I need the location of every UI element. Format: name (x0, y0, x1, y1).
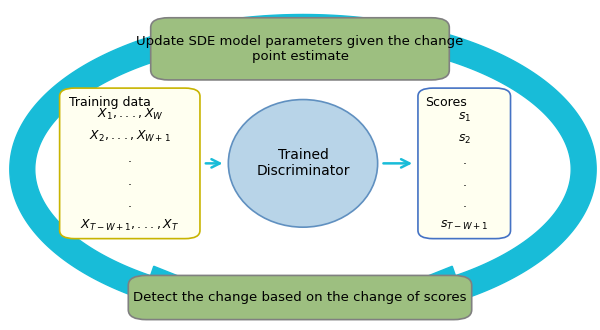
Polygon shape (342, 266, 467, 310)
Text: $s_2$: $s_2$ (458, 133, 471, 146)
Text: $s_1$: $s_1$ (458, 111, 471, 124)
FancyBboxPatch shape (151, 18, 449, 80)
Text: .: . (462, 176, 466, 189)
Text: .: . (128, 175, 132, 187)
Text: $X_1,...,X_W$: $X_1,...,X_W$ (97, 107, 163, 122)
Text: $s_{T-W+1}$: $s_{T-W+1}$ (440, 219, 488, 232)
Text: Update SDE model parameters given the change
point estimate: Update SDE model parameters given the ch… (136, 35, 464, 63)
Text: Detect the change based on the change of scores: Detect the change based on the change of… (133, 291, 467, 304)
FancyBboxPatch shape (418, 88, 511, 239)
Ellipse shape (229, 100, 377, 227)
Polygon shape (139, 266, 264, 310)
Text: .: . (128, 152, 132, 165)
Text: Training data: Training data (68, 96, 151, 109)
Polygon shape (10, 15, 303, 299)
Text: .: . (462, 197, 466, 211)
FancyBboxPatch shape (59, 88, 200, 239)
FancyBboxPatch shape (128, 276, 472, 320)
Text: $X_{T-W+1},...,X_T$: $X_{T-W+1},...,X_T$ (80, 218, 179, 233)
Text: Scores: Scores (425, 96, 467, 109)
Text: .: . (128, 197, 132, 210)
Text: Trained
Discriminator: Trained Discriminator (256, 148, 350, 179)
Text: .: . (462, 154, 466, 167)
Polygon shape (303, 15, 596, 299)
Text: $X_2,...,X_{W+1}$: $X_2,...,X_{W+1}$ (89, 129, 170, 144)
